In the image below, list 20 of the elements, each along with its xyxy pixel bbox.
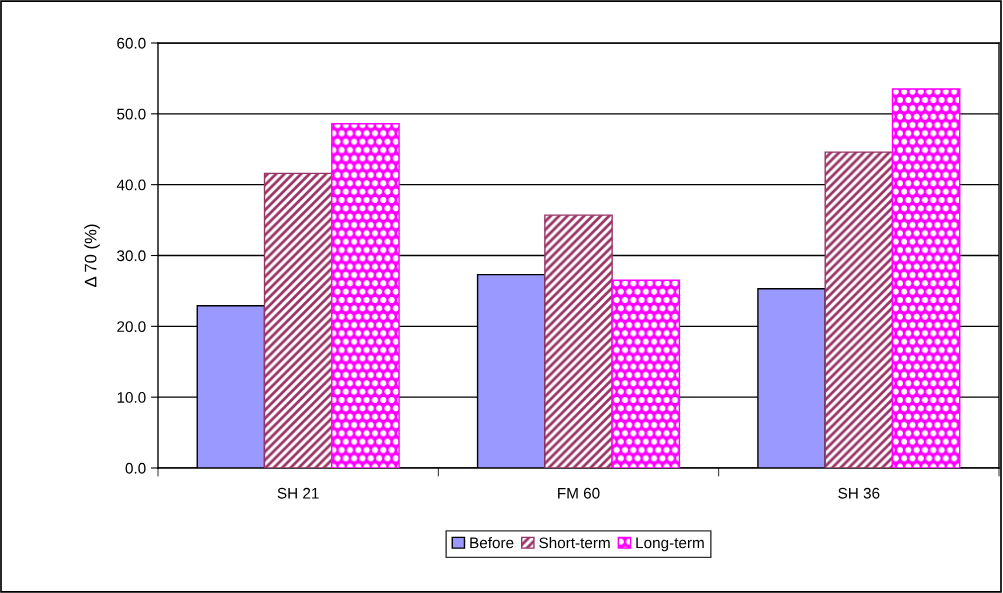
bar — [611, 279, 681, 468]
bar — [331, 123, 400, 468]
legend-label: Long-term — [636, 537, 704, 552]
y-tick-label: 20.0 — [117, 321, 146, 333]
bar — [263, 172, 333, 468]
bar — [891, 88, 961, 468]
x-tick-label: SH 21 — [277, 487, 319, 499]
y-tick-label: 0.0 — [125, 462, 146, 474]
legend-label: Short-term — [539, 537, 610, 549]
bar — [544, 214, 613, 468]
legend-label: Before — [470, 537, 514, 549]
y-tick-label: 10.0 — [117, 392, 146, 403]
y-tick-label: 60.0 — [117, 37, 146, 49]
y-tick-label: 50.0 — [117, 108, 146, 120]
y-tick-label: 40.0 — [116, 179, 146, 191]
x-tick-label: SH 36 — [838, 487, 880, 499]
y-axis-title: Δ 70 (%) — [84, 224, 100, 287]
y-tick-label: 30.0 — [117, 250, 146, 262]
x-tick-label: FM 60 — [558, 487, 600, 499]
bar — [824, 151, 894, 468]
